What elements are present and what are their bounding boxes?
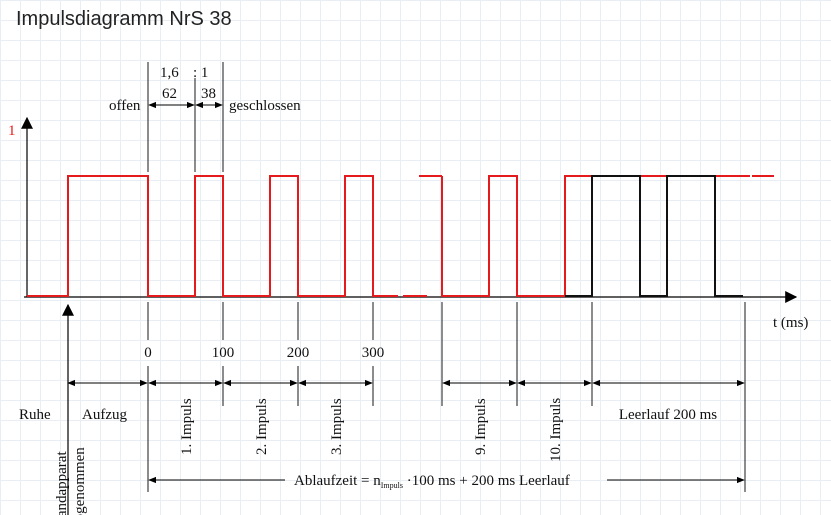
state-label-open: offen	[109, 98, 141, 114]
phase-label-wind: Aufzug	[82, 407, 127, 423]
impulse-label: 10. Impuls	[548, 398, 564, 462]
impulse-label: 9. Impuls	[473, 398, 489, 455]
handset-label-line2: abgenommen	[72, 447, 88, 515]
phase-label-rest: Ruhe	[19, 407, 51, 423]
idle-pulses-black	[565, 175, 743, 297]
impulse-label: 2. Impuls	[254, 398, 270, 455]
ratio-colon: : 1	[193, 65, 208, 81]
state-label-closed: geschlossen	[229, 98, 301, 114]
open-duration-value: 62	[162, 86, 177, 102]
time-tick-label: 300	[362, 345, 385, 361]
time-tick-label: 200	[287, 345, 310, 361]
x-axis-label: t (ms)	[773, 315, 808, 331]
ratio-left: 1,6	[160, 65, 179, 81]
runtime-subscript: Impuls	[381, 481, 403, 490]
handset-label-line1: Handapparat	[54, 451, 70, 515]
signal-red-part1	[27, 175, 398, 297]
impulse-label: 1. Impuls	[179, 398, 195, 455]
runtime-formula: Ablaufzeit = nImpuls ·100 ms + 200 ms Le…	[294, 473, 570, 490]
closed-duration-value: 38	[201, 86, 216, 102]
time-tick-label: 0	[144, 345, 152, 361]
signal-red-part2	[441, 175, 750, 297]
time-tick-label: 100	[212, 345, 235, 361]
page-title: Impulsdiagramm NrS 38	[16, 8, 232, 30]
runtime-prefix: Ablaufzeit = n	[294, 473, 381, 489]
divider-lines	[147, 62, 746, 492]
impulse-label: 3. Impuls	[329, 398, 345, 455]
phase-label-idle: Leerlauf 200 ms	[619, 407, 717, 423]
y-axis-label: 1	[8, 123, 16, 139]
runtime-suffix: ·100 ms + 200 ms Leerlauf	[403, 473, 570, 489]
